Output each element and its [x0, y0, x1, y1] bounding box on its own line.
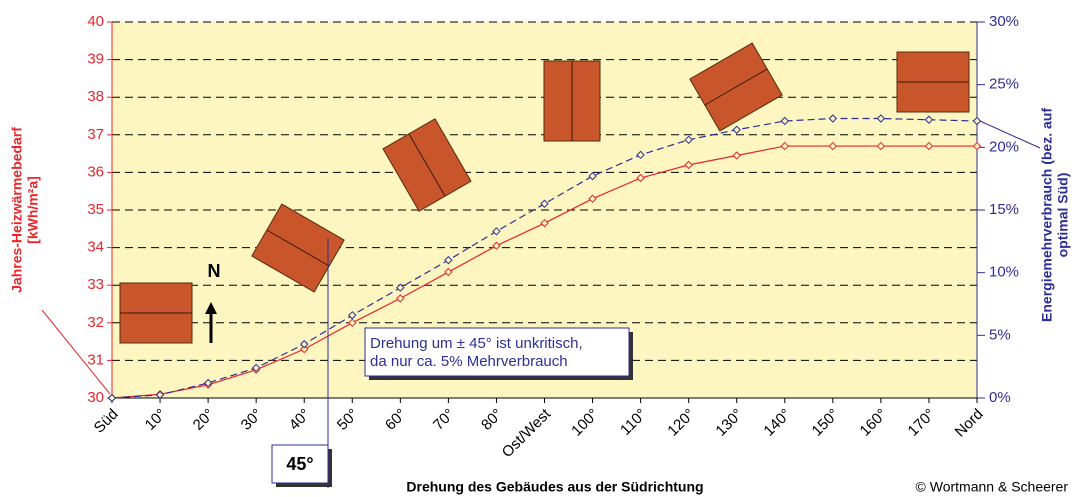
x-tick-label: 110° — [617, 406, 650, 439]
x-tick-label: 80° — [478, 406, 506, 434]
x-tick-label: 170° — [905, 406, 939, 440]
x-tick-label: 160° — [857, 406, 891, 440]
x-tick-label: 100° — [568, 406, 602, 440]
angle-label: 45° — [286, 454, 313, 474]
x-tick-label: 140° — [760, 406, 794, 440]
x-tick-label: 20° — [190, 406, 218, 434]
x-tick-label: 30° — [238, 406, 266, 434]
y-tick-label: 34 — [87, 239, 104, 256]
y-tick-label: 39 — [87, 51, 104, 68]
x-tick-label: 50° — [334, 406, 362, 434]
x-tick-label: 70° — [430, 406, 458, 434]
building-icon — [120, 283, 192, 343]
note-line: Drehung um ± 45° ist unkritisch, — [370, 335, 583, 352]
x-axis-title: Drehung des Gebäudes aus der Südrichtung — [406, 479, 703, 495]
building-icon — [897, 52, 969, 112]
y-axis-title: Jahres-Heizwärmebedarf — [9, 127, 25, 293]
x-tick-label: 10° — [142, 406, 170, 434]
y2-tick-label: 5% — [989, 326, 1011, 343]
y-axis-title: [kWh/m²a] — [25, 176, 41, 244]
y2-tick-label: 0% — [989, 389, 1011, 406]
y-tick-label: 40 — [87, 13, 104, 30]
building-icon — [544, 61, 600, 141]
y-tick-label: 35 — [87, 201, 104, 218]
x-tick-label: Süd — [91, 406, 122, 437]
y2-tick-label: 25% — [989, 76, 1019, 93]
y2-tick-label: 15% — [989, 201, 1019, 218]
y-tick-label: 38 — [87, 88, 104, 105]
north-label: N — [208, 261, 221, 281]
y2-axis-title: optimal Süd) — [1055, 173, 1071, 258]
note-line: da nur ca. 5% Mehrverbrauch — [370, 353, 568, 370]
y-tick-label: 30 — [87, 389, 104, 406]
y-tick-label: 36 — [87, 163, 104, 180]
x-tick-label: 130° — [712, 406, 746, 440]
y-tick-label: 37 — [87, 126, 104, 143]
y2-tick-label: 30% — [989, 13, 1019, 30]
y2-tick-label: 10% — [989, 264, 1019, 281]
x-tick-label: Ost/West — [499, 405, 555, 461]
y-tick-label: 32 — [87, 314, 104, 331]
x-tick-label: 40° — [286, 406, 314, 434]
credit: © Wortmann & Scheerer — [916, 479, 1069, 495]
x-tick-label: 150° — [809, 406, 843, 440]
x-tick-label: 60° — [382, 406, 410, 434]
x-tick-label: 120° — [664, 406, 698, 440]
y-tick-label: 33 — [87, 276, 104, 293]
x-tick-label: Nord — [952, 406, 987, 441]
chart: N 45° Drehung um ± 45° ist unkritisch, d… — [0, 0, 1076, 497]
y-tick-label: 31 — [87, 351, 104, 368]
y2-axis-title: Energiemehrverbrauch (bez. auf — [1039, 108, 1055, 322]
y2-tick-label: 20% — [989, 138, 1019, 155]
